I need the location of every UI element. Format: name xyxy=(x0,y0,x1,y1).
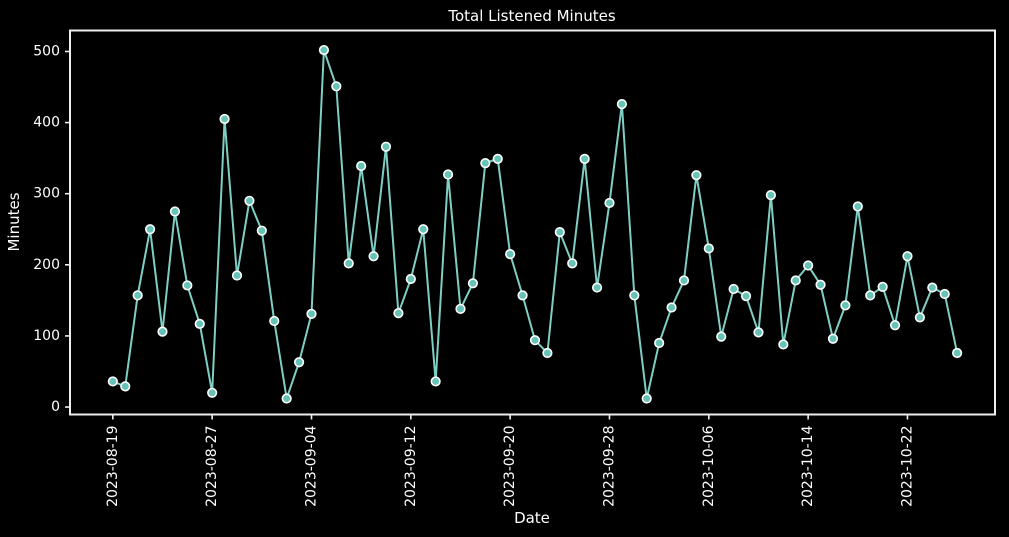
data-point xyxy=(293,357,305,368)
data-point xyxy=(815,279,826,290)
data-point xyxy=(827,333,839,344)
data-point xyxy=(840,300,851,311)
data-point xyxy=(740,291,752,302)
data-point xyxy=(517,290,528,301)
listened-minutes-line xyxy=(111,49,959,400)
data-point xyxy=(132,290,143,301)
data-point xyxy=(157,326,168,337)
data-point xyxy=(579,153,590,164)
x-tick-label: 2023-08-27 xyxy=(204,426,220,507)
y-tick-label: 300 xyxy=(33,186,60,202)
data-point xyxy=(207,387,218,398)
data-point xyxy=(182,280,193,291)
data-point xyxy=(542,347,553,359)
plot-area xyxy=(69,29,996,416)
data-point xyxy=(430,376,441,387)
data-point xyxy=(666,302,677,313)
data-point xyxy=(231,270,243,281)
x-tick-label: 2023-10-06 xyxy=(701,425,717,506)
data-point xyxy=(256,225,267,236)
data-point xyxy=(939,288,950,300)
x-tick-label: 2023-10-22 xyxy=(899,426,915,507)
data-series xyxy=(107,44,963,404)
data-point xyxy=(703,243,714,254)
data-point xyxy=(318,44,330,56)
data-point xyxy=(790,275,801,286)
data-point xyxy=(641,393,652,404)
data-point xyxy=(604,197,615,209)
x-tick-label: 2023-08-19 xyxy=(105,426,121,507)
data-point xyxy=(467,278,479,289)
data-point xyxy=(368,251,379,262)
data-point xyxy=(356,160,367,172)
data-point xyxy=(616,98,627,110)
data-point xyxy=(120,381,131,392)
y-tick-label: 200 xyxy=(33,257,60,273)
data-point xyxy=(927,282,938,293)
data-point xyxy=(914,312,925,323)
data-point xyxy=(331,81,342,92)
data-point xyxy=(952,347,963,359)
y-tick-label: 500 xyxy=(33,43,60,59)
data-point xyxy=(455,303,466,315)
data-point xyxy=(877,281,888,292)
data-point xyxy=(107,376,118,387)
y-tick-label: 0 xyxy=(51,399,60,415)
y-tick-label: 400 xyxy=(33,115,60,131)
data-point xyxy=(244,195,255,206)
data-point xyxy=(194,318,205,329)
data-point xyxy=(169,206,181,217)
data-point xyxy=(567,258,578,269)
data-point xyxy=(889,320,901,331)
data-point xyxy=(678,275,690,286)
data-point xyxy=(852,201,863,212)
x-tick-label: 2023-09-12 xyxy=(403,426,419,507)
data-point xyxy=(753,327,764,338)
data-point xyxy=(728,283,739,295)
chart-title: Total Listened Minutes xyxy=(447,7,616,25)
data-point xyxy=(554,227,565,238)
data-point xyxy=(418,224,429,235)
data-point xyxy=(492,153,503,164)
data-point xyxy=(505,249,516,260)
data-point xyxy=(591,282,603,293)
x-tick-label: 2023-09-28 xyxy=(601,426,617,507)
y-tick-label: 100 xyxy=(33,328,60,344)
x-axis: 2023-08-19 2023-08-27 2023-09-04 2023-09-12… xyxy=(105,414,915,507)
data-point xyxy=(144,224,156,235)
data-point xyxy=(442,169,454,180)
data-point xyxy=(691,170,702,181)
data-point xyxy=(529,335,541,346)
data-point xyxy=(405,273,416,285)
data-point xyxy=(865,290,876,301)
x-tick-label: 2023-10-14 xyxy=(800,425,816,506)
data-point xyxy=(380,141,392,152)
data-point xyxy=(803,260,814,271)
data-point xyxy=(716,331,727,342)
plot-border xyxy=(69,29,996,416)
data-point xyxy=(902,251,913,262)
data-point xyxy=(629,290,640,301)
data-point xyxy=(765,190,776,201)
data-point xyxy=(281,393,292,404)
y-axis: 0 100 200 300 400 500 xyxy=(33,43,70,415)
x-tick-label: 2023-09-04 xyxy=(303,425,319,506)
data-point xyxy=(343,258,354,269)
x-axis-label: Date xyxy=(514,509,550,527)
data-point xyxy=(269,315,280,327)
data-point xyxy=(393,308,404,319)
data-point xyxy=(778,339,789,350)
data-point xyxy=(306,308,317,319)
data-point xyxy=(480,158,491,169)
data-point xyxy=(654,337,665,349)
data-point xyxy=(219,113,230,125)
y-axis-label: Minutes xyxy=(5,192,23,251)
x-tick-label: 2023-09-20 xyxy=(502,426,518,507)
